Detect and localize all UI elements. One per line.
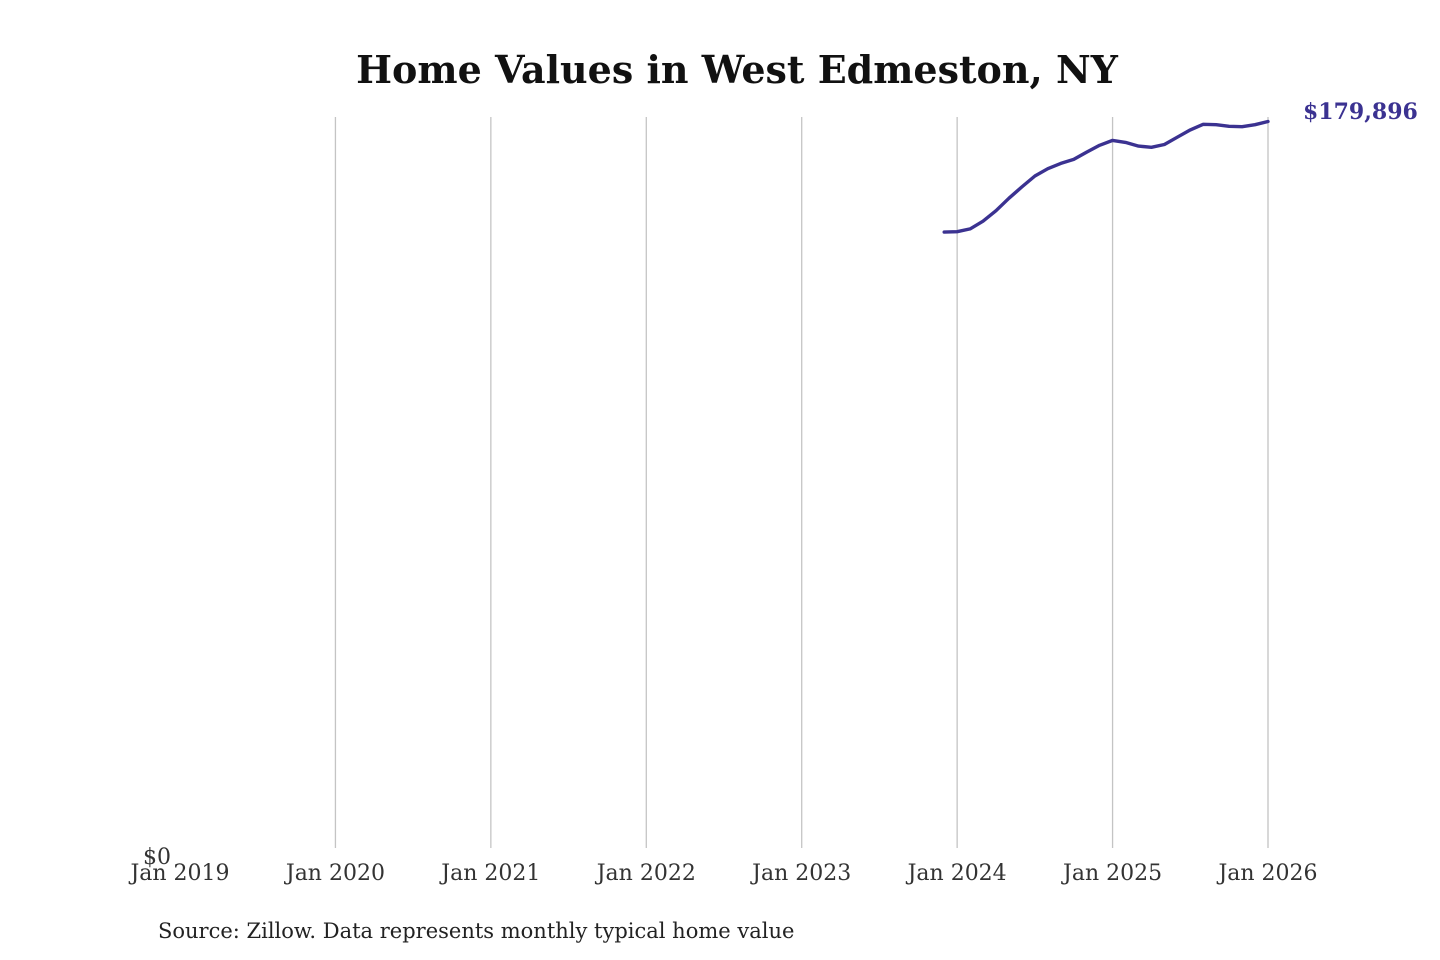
x-tick-label: Jan 2024	[906, 861, 1007, 886]
x-tick-label: Jan 2026	[1216, 861, 1317, 886]
x-axis-ticks: Jan 2019 Jan 2020 Jan 2021 Jan 2022 Jan 2023…	[128, 861, 1317, 886]
x-tick-label: Jan 2020	[284, 861, 385, 886]
chart-title: Home Values in West Edmeston, NY	[356, 47, 1119, 92]
y-tick-label-zero: $0	[143, 845, 171, 870]
x-tick-label: Jan 2023	[750, 861, 851, 886]
x-tick-label: Jan 2021	[439, 861, 540, 886]
x-tick-label: Jan 2022	[595, 861, 696, 886]
home-value-line	[942, 119, 1270, 234]
source-note: Source: Zillow. Data represents monthly …	[158, 919, 794, 943]
gridlines	[334, 117, 1269, 848]
x-tick-label: Jan 2025	[1061, 861, 1162, 886]
latest-value-label: $179,896	[1303, 99, 1418, 125]
x-tick-label: Jan 2019	[128, 861, 229, 886]
